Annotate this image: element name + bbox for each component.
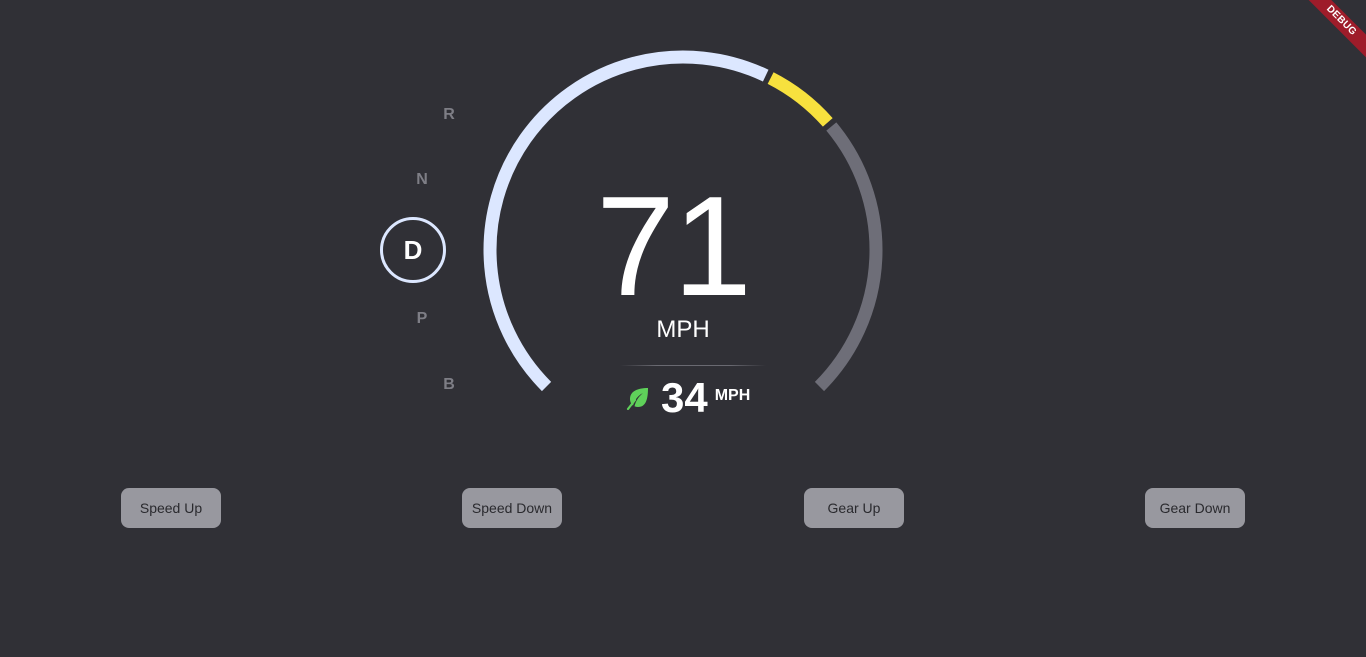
gauge-remaining-arc <box>814 122 883 392</box>
gear-b: B <box>443 376 455 393</box>
gauge-progress-arc <box>483 50 769 392</box>
gauge-divider <box>620 365 766 366</box>
gear-r: R <box>443 106 455 123</box>
gauge-warning-arc <box>767 72 833 127</box>
debug-banner: DEBUG <box>1296 0 1366 70</box>
gear-active-label: D <box>403 234 423 265</box>
gear-down-button[interactable]: Gear Down <box>1145 488 1245 528</box>
gear-up-button[interactable]: Gear Up <box>804 488 904 528</box>
eco-speed-unit: MPH <box>714 387 751 404</box>
speed-down-button[interactable]: Speed Down <box>462 488 562 528</box>
speed-up-button[interactable]: Speed Up <box>121 488 221 528</box>
gear-n: N <box>416 171 428 188</box>
speed-unit: MPH <box>656 316 710 343</box>
speed-readout: 71 <box>596 167 752 326</box>
debug-banner-label: DEBUG <box>1299 0 1366 63</box>
gear-p: P <box>416 310 428 327</box>
gear-active-indicator: D <box>380 217 446 283</box>
eco-speed: 34 MPH <box>626 376 750 420</box>
eco-speed-value: 34 <box>661 374 708 421</box>
leaf-icon <box>626 388 648 410</box>
